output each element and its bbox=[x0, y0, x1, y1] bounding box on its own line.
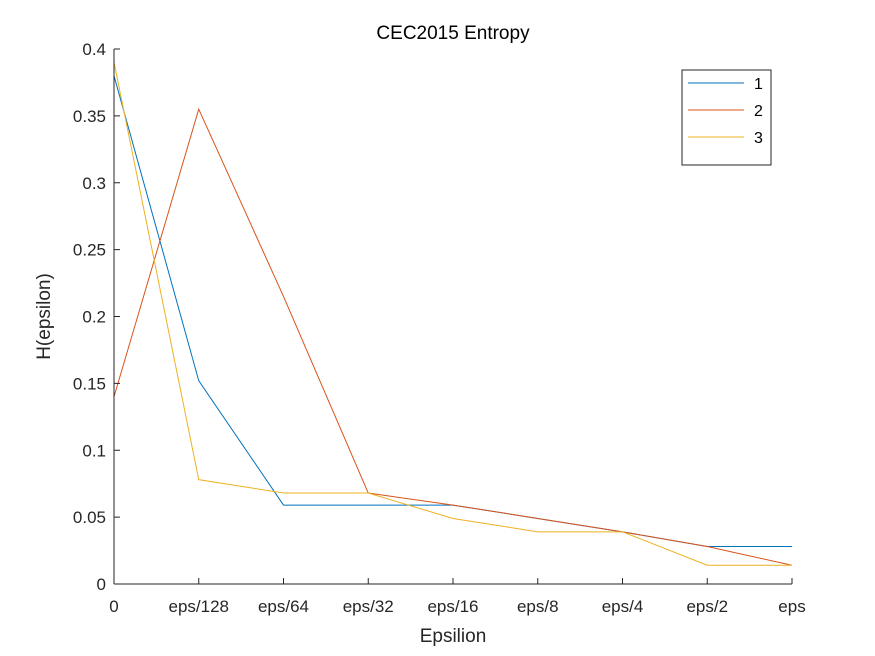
y-tick-label: 0.3 bbox=[82, 174, 106, 193]
x-axis-title: Epsilion bbox=[420, 626, 487, 647]
y-tick-label: 0.05 bbox=[73, 508, 106, 527]
chart-title: CEC2015 Entropy bbox=[376, 23, 530, 44]
x-tick-label: eps/64 bbox=[258, 597, 309, 616]
y-tick-label: 0 bbox=[97, 575, 106, 594]
legend-label-3: 3 bbox=[754, 130, 763, 147]
x-tick-label: eps/4 bbox=[602, 597, 644, 616]
x-tick-label: eps/2 bbox=[686, 597, 728, 616]
series-layer bbox=[113, 62, 793, 566]
x-tick-label: 0 bbox=[109, 597, 118, 616]
x-tick-label: eps/32 bbox=[343, 597, 394, 616]
axes-layer: 0 eps/128 eps/64 eps/32 eps/16 eps/8 eps/4 eps/… bbox=[73, 40, 806, 616]
x-tick-label: eps/8 bbox=[517, 597, 559, 616]
y-tick-label: 0.15 bbox=[73, 374, 106, 393]
x-tick-label: eps/128 bbox=[169, 597, 230, 616]
x-tick-label: eps bbox=[778, 597, 805, 616]
y-axis-title: H(epsilon) bbox=[34, 273, 55, 360]
series-line-2 bbox=[113, 107, 793, 566]
legend-label-2: 2 bbox=[754, 103, 763, 120]
legend-box bbox=[681, 69, 772, 166]
y-tick-label: 0.4 bbox=[82, 40, 106, 59]
y-tick-label: 0.1 bbox=[82, 441, 106, 460]
y-tick-label: 0.2 bbox=[82, 308, 106, 327]
series-line-3 bbox=[113, 62, 792, 566]
legend-label-1: 1 bbox=[754, 76, 763, 93]
x-tick-label: eps/16 bbox=[427, 597, 478, 616]
y-tick-label: 0.35 bbox=[73, 107, 106, 126]
y-tick-label: 0.25 bbox=[73, 241, 106, 260]
legend: 1 2 3 bbox=[681, 69, 772, 166]
plot-area bbox=[114, 49, 792, 584]
